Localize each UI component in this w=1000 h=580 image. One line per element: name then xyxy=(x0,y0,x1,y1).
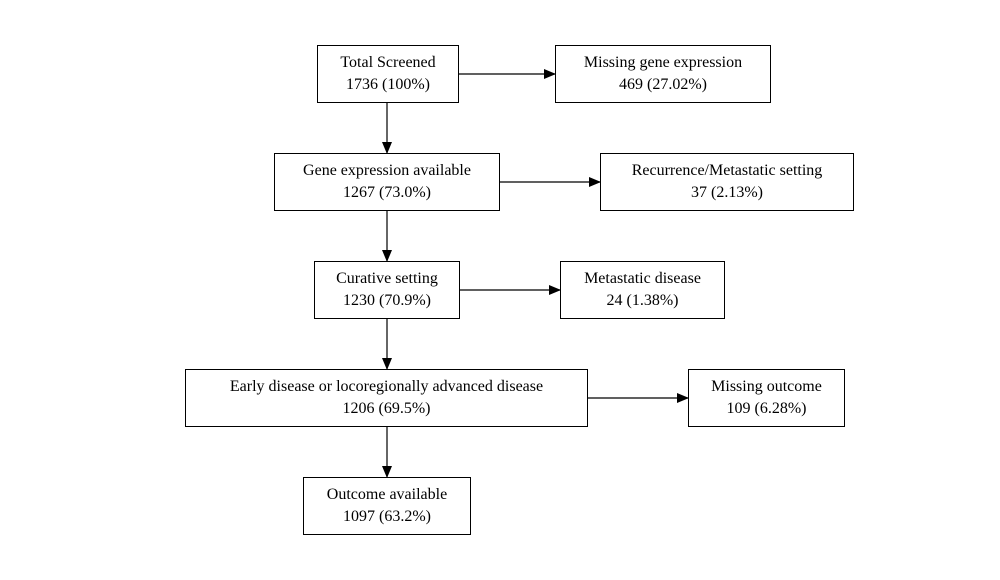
node-title: Curative setting xyxy=(336,270,438,287)
node-count: 1230 (70.9%) xyxy=(343,292,431,309)
node-recurrence-metastatic-setting: Recurrence/Metastatic setting 37 (2.13%) xyxy=(600,153,854,211)
node-missing-outcome: Missing outcome 109 (6.28%) xyxy=(688,369,845,427)
node-curative-setting: Curative setting 1230 (70.9%) xyxy=(314,261,460,319)
node-title: Gene expression available xyxy=(303,162,471,179)
node-title: Recurrence/Metastatic setting xyxy=(631,162,823,179)
node-title: Early disease or locoregionally advanced… xyxy=(229,378,544,395)
node-metastatic-disease: Metastatic disease 24 (1.38%) xyxy=(560,261,725,319)
node-count: 469 (27.02%) xyxy=(619,76,707,93)
node-gene-expression-available: Gene expression available 1267 (73.0%) xyxy=(274,153,500,211)
node-title: Total Screened xyxy=(340,54,436,71)
node-title: Missing gene expression xyxy=(583,54,743,71)
node-count: 109 (6.28%) xyxy=(726,400,807,417)
node-early-or-locoregional-disease: Early disease or locoregionally advanced… xyxy=(185,369,588,427)
node-count: 37 (2.13%) xyxy=(691,184,763,201)
node-count: 1206 (69.5%) xyxy=(342,400,431,417)
node-title: Metastatic disease xyxy=(584,270,701,287)
node-count: 1267 (73.0%) xyxy=(343,184,431,201)
node-title: Missing outcome xyxy=(711,378,822,395)
node-count: 1097 (63.2%) xyxy=(343,508,431,525)
node-missing-gene-expression: Missing gene expression 469 (27.02%) xyxy=(555,45,771,103)
node-count: 24 (1.38%) xyxy=(606,292,679,309)
node-count: 1736 (100%) xyxy=(346,76,430,93)
node-title: Outcome available xyxy=(326,486,448,503)
node-outcome-available: Outcome available 1097 (63.2%) xyxy=(303,477,471,535)
node-total-screened: Total Screened 1736 (100%) xyxy=(317,45,459,103)
